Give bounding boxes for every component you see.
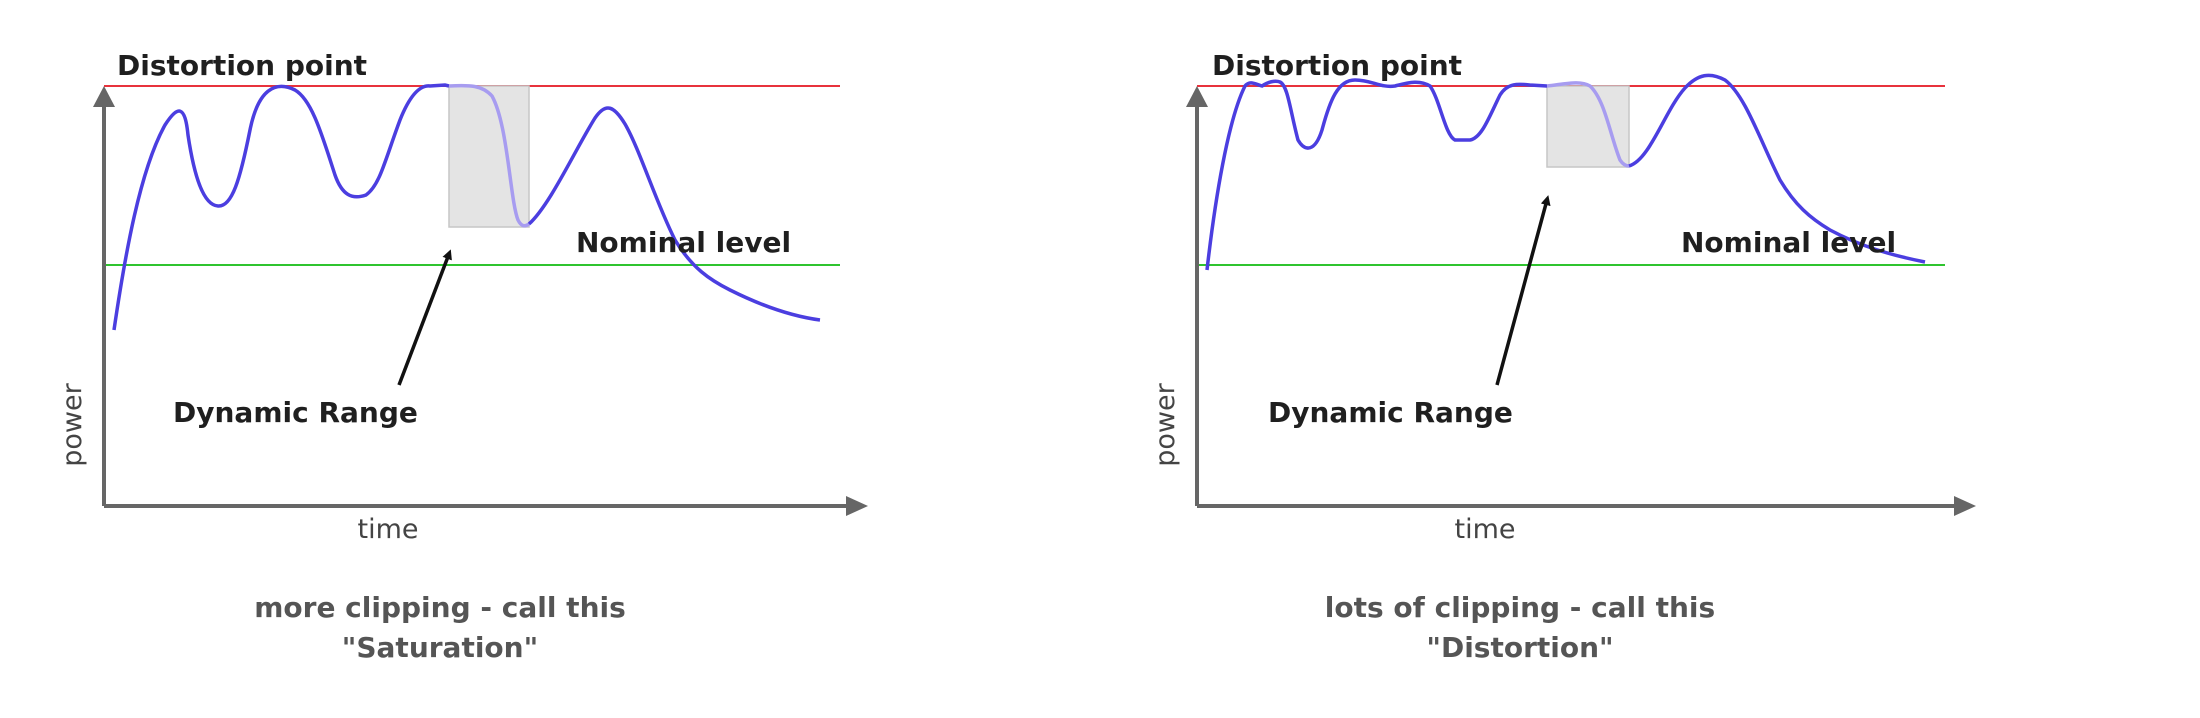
dynamic-range-pointer-arrow-icon: [397, 249, 452, 386]
signal-curve-clipped-segment: [1546, 81, 1630, 168]
signal-curve-tail: [1628, 73, 1926, 264]
x-axis-label: time: [357, 514, 418, 545]
y-axis-arrow-head-icon: [1186, 86, 1208, 107]
panel-saturation: Distortion point Nominal level Dynamic R…: [57, 49, 868, 545]
x-axis-arrow-head-icon: [1954, 496, 1976, 516]
y-axis-label: power: [57, 382, 88, 466]
x-axis-arrow-head-icon: [846, 496, 868, 516]
distortion-point-label: Distortion point: [117, 49, 367, 82]
signal-curve: [1205, 78, 1548, 271]
nominal-level-label: Nominal level: [1681, 226, 1896, 259]
dynamic-range-label: Dynamic Range: [1268, 396, 1513, 429]
distortion-point-label: Distortion point: [1212, 49, 1462, 82]
caption-line-2: "Distortion": [1426, 631, 1614, 664]
dynamic-range-box: [1546, 85, 1630, 168]
nominal-level-label: Nominal level: [576, 226, 791, 259]
signal-curve-tail: [527, 106, 821, 322]
dynamic-range-label: Dynamic Range: [173, 396, 418, 429]
dynamic-range-box: [448, 85, 530, 228]
panel-distortion: Distortion point Nominal level Dynamic R…: [1150, 49, 1976, 545]
y-axis-arrow-head-icon: [93, 86, 115, 107]
y-axis-label: power: [1150, 382, 1181, 466]
caption-line-1: lots of clipping - call this: [1324, 591, 1716, 624]
caption-distortion: lots of clipping - call this "Distortion…: [1220, 588, 1820, 668]
caption-line-1: more clipping - call this: [254, 591, 626, 624]
x-axis-label: time: [1454, 514, 1515, 545]
signal-curve-clipped-segment: [448, 83, 530, 228]
caption-saturation: more clipping - call this "Saturation": [140, 588, 740, 668]
dynamic-range-pointer-arrow-icon: [1495, 195, 1551, 386]
caption-line-2: "Saturation": [341, 631, 539, 664]
signal-curve: [112, 83, 450, 331]
